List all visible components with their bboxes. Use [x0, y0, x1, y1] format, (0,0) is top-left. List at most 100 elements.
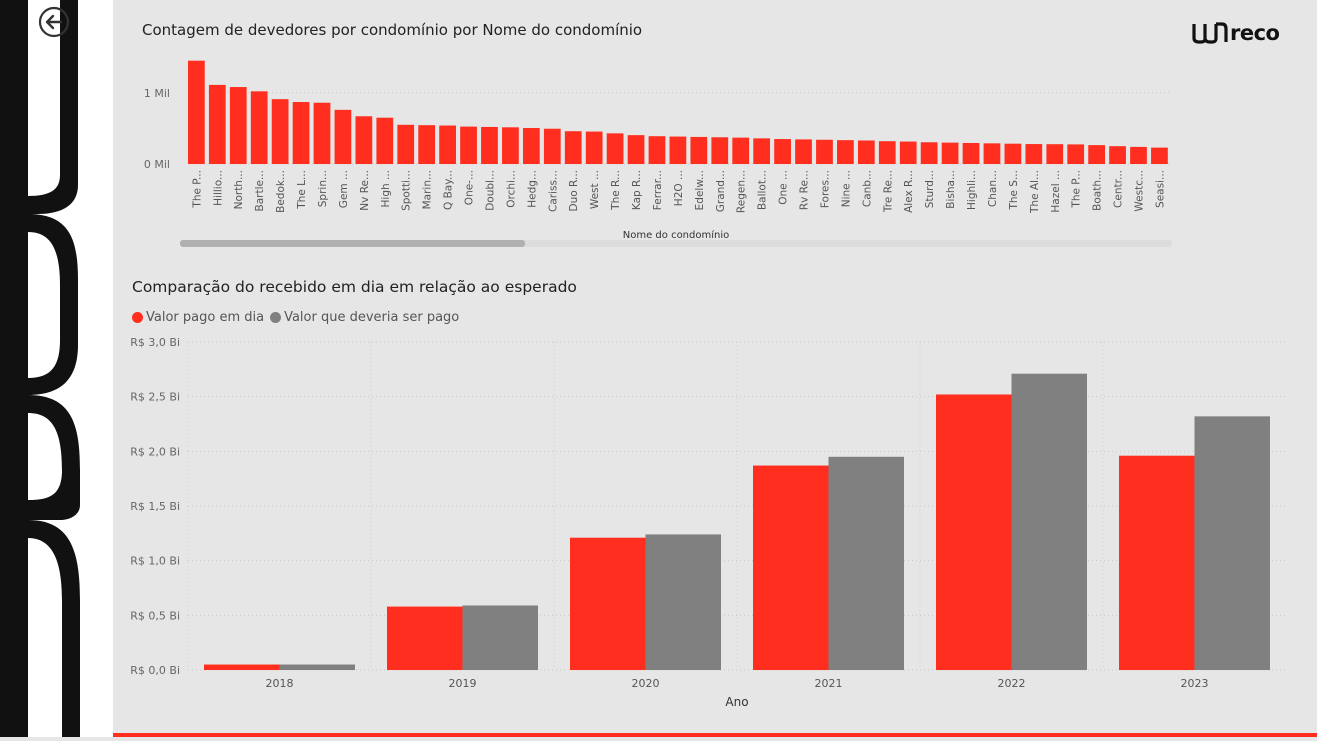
chart1-x-tick-label: Highli... — [966, 170, 978, 210]
chart1-x-tick-label: Centr... — [1113, 170, 1125, 208]
chart1-x-tick-label: H2O ... — [673, 170, 685, 206]
chart1-bar — [1067, 144, 1085, 164]
chart1-bar — [208, 84, 226, 164]
chart1-bar — [502, 127, 519, 164]
chart1-x-tick-label: The Al... — [1029, 170, 1041, 214]
legend-dot-gray-icon — [270, 312, 282, 323]
decorative-side-panel — [0, 0, 113, 737]
brand-logo-mark-icon — [1192, 22, 1228, 44]
chart1-y-tick-label: 0 Mil — [144, 158, 170, 171]
legend-item-expected[interactable]: Valor que deveria ser pago — [270, 310, 459, 325]
chart1-x-tick-label: Alex R... — [903, 170, 915, 213]
brand-logo: reco — [1192, 18, 1280, 48]
chart1-bar — [522, 128, 540, 164]
chart1-x-tick-label: Ferrar... — [652, 170, 664, 210]
chart1-bar — [188, 60, 205, 164]
chart1-bar — [564, 131, 582, 164]
chart1-x-tick-label: Marin... — [422, 170, 434, 209]
chart1-scrollbar-thumb[interactable] — [180, 240, 525, 247]
chart1-x-tick-label: High ... — [380, 170, 392, 207]
legend-dot-red-icon — [132, 312, 143, 323]
chart1-x-tick-label: Bisha... — [945, 170, 957, 209]
legend-label-paid: Valor pago em dia — [146, 310, 265, 325]
chart1-x-tick-label: Q Bay... — [443, 170, 455, 210]
chart1-bar — [418, 125, 436, 164]
chart1-bar — [271, 99, 289, 164]
chart1-bar — [669, 136, 687, 164]
chart1-bar — [460, 126, 477, 164]
chart1-x-tick-label: Orchi... — [505, 170, 517, 208]
chart1-bar — [690, 136, 708, 164]
chart1-x-tick-label: Rv Re... — [799, 170, 811, 210]
chart1-x-tick-label: Westc... — [1134, 170, 1146, 212]
chart1-bar — [983, 143, 1001, 164]
chart1-x-tick-label: Bartle... — [254, 170, 266, 211]
chart1-x-tick-label: Nine ... — [840, 170, 852, 207]
chart1-x-tick-label: Tre Re... — [882, 170, 894, 213]
debtors-per-condo-chart: 0 Mil 1 Mil The P... Hillio... North... Bartl… — [144, 60, 1172, 247]
chart1-x-tick-label: Fores... — [819, 170, 831, 208]
chart1-x-tick-label: Canb... — [861, 170, 873, 207]
chart1-x-tick-label: Regen... — [736, 170, 748, 213]
chart1-bar — [837, 140, 854, 164]
chart1-x-tick-label: Gem ... — [338, 170, 350, 208]
chart1-x-tick-label: One ... — [778, 170, 790, 205]
chart1-bar — [1025, 144, 1043, 164]
chart1-bar — [250, 91, 268, 164]
chart1-x-tick-label: West ... — [589, 170, 601, 209]
chart1-bar — [334, 109, 352, 164]
chart2-title: Comparação do recebido em dia em relação… — [132, 278, 577, 296]
chart1-x-tick-label: Seasi... — [1154, 170, 1166, 208]
chart1-bar — [857, 140, 875, 164]
chart1-bar — [606, 133, 624, 164]
chart1-x-tick-label: Doubl... — [484, 170, 496, 211]
chart1-bar — [481, 126, 498, 164]
chart1-x-tick-label: The R... — [610, 170, 622, 211]
chart1-x-tick-label: Hazel ... — [1050, 170, 1062, 213]
chart1-x-tick-label: Grand... — [715, 170, 727, 212]
back-button[interactable] — [38, 6, 70, 38]
chart1-bar — [439, 125, 456, 164]
brand-logo-text: reco — [1230, 21, 1280, 45]
arrow-left-circle-icon — [38, 6, 70, 38]
chart1-x-tick-label: Boath... — [1092, 170, 1104, 211]
chart1-bar — [920, 142, 938, 164]
legend-item-paid[interactable]: Valor pago em dia — [132, 310, 264, 325]
chart1-x-axis-label: Nome do condomínio — [623, 229, 730, 241]
chart1-bar — [878, 141, 896, 164]
chart1-x-tick-label: Cariss... — [547, 170, 559, 212]
chart1-x-tick-label: The S... — [1008, 170, 1020, 211]
chart1-bar — [711, 137, 729, 164]
accent-bottom-bar — [113, 733, 1317, 737]
chart1-bar — [962, 142, 980, 164]
chart1-bar — [753, 138, 771, 164]
chart1-bar — [648, 136, 666, 164]
chart1-bar — [941, 142, 959, 164]
chart1-bar — [292, 102, 310, 164]
chart1-bar — [795, 139, 812, 164]
chart1-x-tick-label: Spotti... — [401, 170, 413, 211]
chart1-x-tick-label: North... — [233, 170, 245, 209]
chart1-x-tick-label: The L... — [296, 170, 308, 210]
chart1-bar — [1088, 145, 1106, 164]
chart1-x-tick-label: Chan... — [987, 170, 999, 207]
chart1-x-tick-label: The P... — [191, 170, 203, 209]
chart1-bar — [899, 141, 917, 164]
chart1-x-tick-label: Nv Re... — [359, 170, 371, 211]
decorative-logo-shape — [0, 0, 113, 737]
chart2-legend: Valor pago em dia Valor que deveria ser … — [132, 310, 465, 325]
chart1-bar — [543, 128, 561, 164]
chart1-bar — [1130, 146, 1147, 164]
chart1-bar — [627, 135, 645, 164]
chart1-x-tick-label: The P... — [1071, 170, 1083, 209]
chart1-bar — [1151, 147, 1168, 164]
legend-label-expected: Valor que deveria ser pago — [284, 310, 460, 325]
chart1-x-tick-label: Hedg... — [526, 170, 538, 208]
chart1-y-tick-label: 1 Mil — [144, 87, 170, 100]
chart1-bar — [229, 87, 247, 164]
chart1-bar — [816, 139, 833, 164]
chart1-bar — [585, 131, 603, 164]
chart1-x-tick-label: Sprin... — [317, 170, 329, 207]
chart1-x-tick-label: Duo R... — [568, 170, 580, 211]
chart1-bar — [397, 124, 415, 164]
